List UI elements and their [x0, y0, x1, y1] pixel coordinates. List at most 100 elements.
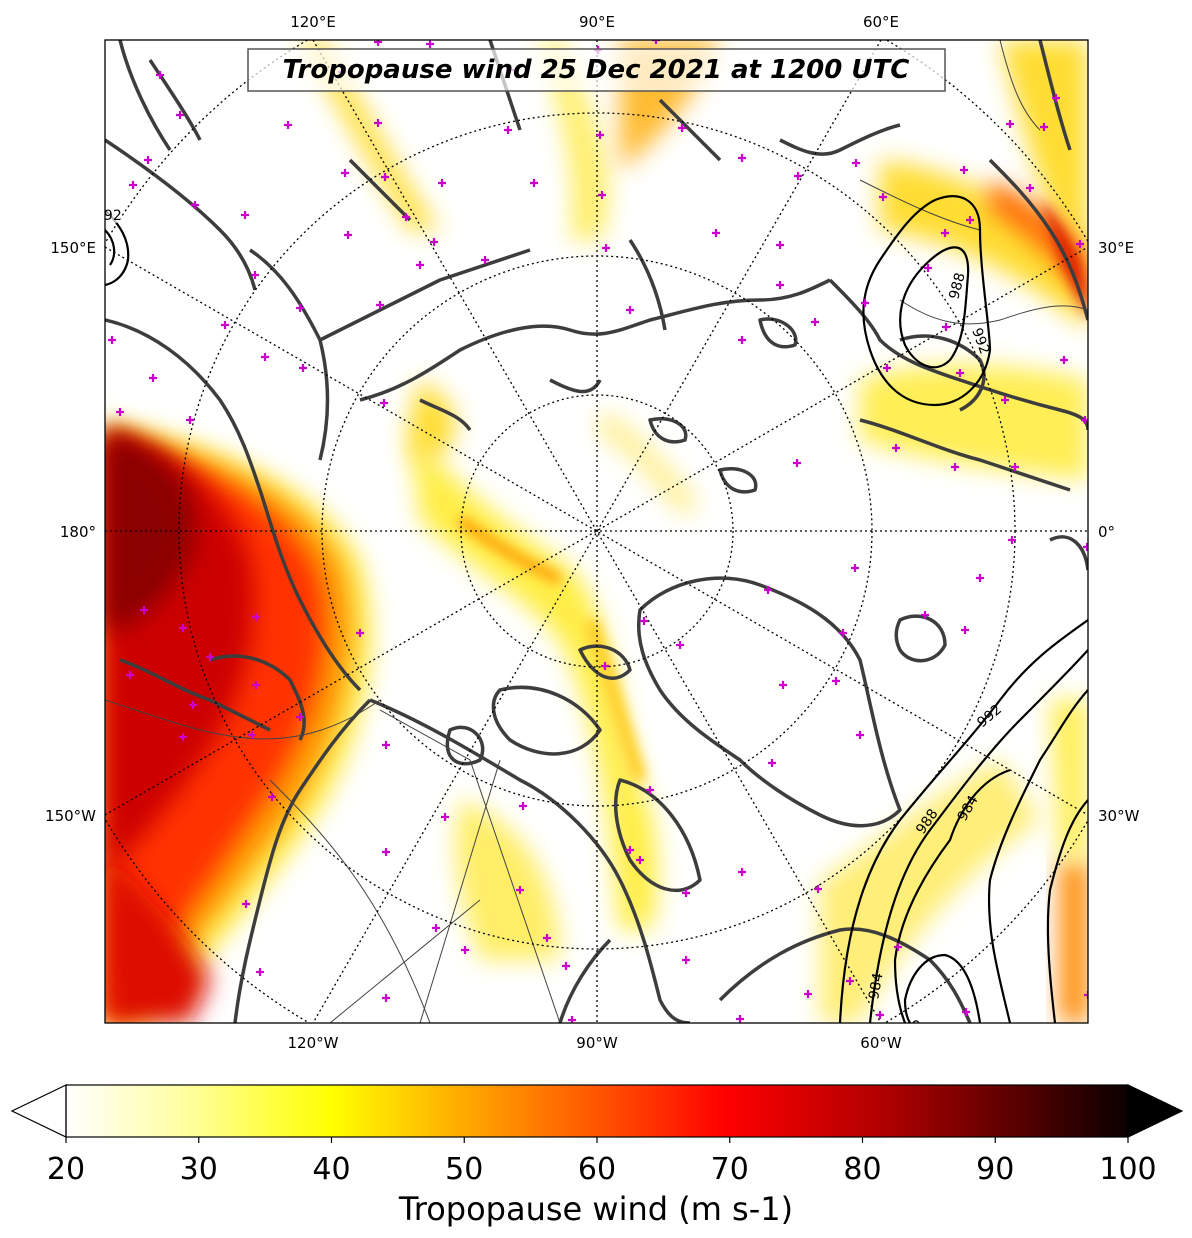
- station-marker: [856, 731, 864, 739]
- station-marker: [640, 617, 648, 625]
- station-marker: [678, 124, 686, 132]
- station-marker: [252, 613, 260, 621]
- label-bottom-90W: 90°W: [576, 1034, 618, 1052]
- station-marker: [248, 731, 256, 739]
- station-marker: [356, 629, 364, 637]
- station-marker: [241, 211, 249, 219]
- station-marker: [804, 990, 812, 998]
- station-marker: [602, 244, 610, 252]
- station-marker: [811, 318, 819, 326]
- station-marker: [284, 121, 292, 129]
- station-marker: [883, 364, 891, 372]
- station-marker: [852, 159, 860, 167]
- station-marker: [1008, 536, 1016, 544]
- station-marker: [832, 677, 840, 685]
- station-marker: [942, 323, 950, 331]
- station-marker: [956, 369, 964, 377]
- pressure-contours: [105, 195, 1088, 1023]
- station-marker: [116, 408, 124, 416]
- station-marker: [839, 629, 847, 637]
- station-marker: [941, 229, 949, 237]
- label-left-180: 180°: [60, 523, 96, 541]
- station-marker: [191, 201, 199, 209]
- colorbar-tick-label: 70: [711, 1152, 749, 1187]
- colorbar-extend-min: [10, 1084, 67, 1138]
- station-marker: [738, 336, 746, 344]
- station-marker: [341, 169, 349, 177]
- station-marker: [374, 40, 382, 46]
- contour-label: 988: [946, 271, 968, 301]
- station-marker: [176, 111, 184, 119]
- station-marker: [516, 886, 524, 894]
- station-marker: [1026, 184, 1034, 192]
- station-marker: [430, 238, 438, 246]
- label-left-150E: 150°E: [50, 239, 96, 257]
- station-marker: [299, 364, 307, 372]
- station-marker: [894, 943, 902, 951]
- coastlines: [105, 40, 1088, 1023]
- station-marker: [481, 256, 489, 264]
- station-marker: [879, 193, 887, 201]
- station-marker: [738, 154, 746, 162]
- station-marker: [738, 868, 746, 876]
- station-marker: [268, 793, 276, 801]
- station-marker: [1083, 543, 1088, 551]
- station-marker: [966, 216, 974, 224]
- station-marker: [1001, 396, 1009, 404]
- station-marker: [108, 336, 116, 344]
- station-marker: [382, 994, 390, 1002]
- contour-label: 984: [866, 972, 886, 1001]
- station-marker: [382, 848, 390, 856]
- station-marker: [921, 611, 929, 619]
- colorbar-tick-label: 40: [312, 1152, 350, 1187]
- station-marker: [652, 40, 660, 44]
- station-marker: [846, 977, 854, 985]
- station-marker: [779, 681, 787, 689]
- station-marker: [676, 641, 684, 649]
- station-marker: [682, 956, 690, 964]
- station-marker: [296, 713, 304, 721]
- station-marker: [504, 126, 512, 134]
- station-marker: [646, 786, 654, 794]
- station-marker: [126, 671, 134, 679]
- colorbar-ticks: 20 30 40 50 60 70 80 90 100: [47, 1137, 1157, 1187]
- colorbar-tick-label: 30: [180, 1152, 218, 1187]
- label-right-30E: 30°E: [1098, 239, 1134, 257]
- station-marker: [382, 741, 390, 749]
- station-marker: [426, 40, 434, 48]
- station-marker: [186, 416, 194, 424]
- borders: [105, 40, 1088, 1023]
- colorbar-extend-max: [1127, 1084, 1184, 1138]
- station-marker: [1011, 463, 1019, 471]
- station-marker: [380, 399, 388, 407]
- station-marker: [598, 191, 606, 199]
- station-marker: [596, 131, 604, 139]
- station-marker: [1052, 94, 1060, 102]
- colorbar-tick-label: 20: [47, 1152, 85, 1187]
- station-marker: [432, 924, 440, 932]
- station-marker: [636, 856, 644, 864]
- station-marker: [381, 173, 389, 181]
- station-marker: [764, 586, 772, 594]
- station-marker: [1060, 356, 1068, 364]
- station-marker: [144, 156, 152, 164]
- colorbar-tick-label: 80: [843, 1152, 881, 1187]
- station-marker: [962, 1008, 970, 1016]
- label-top-90E: 90°E: [579, 13, 615, 31]
- colorbar-gradient: [66, 1085, 1128, 1137]
- station-marker: [776, 281, 784, 289]
- station-marker: [179, 624, 187, 632]
- station-marker: [562, 962, 570, 970]
- station-marker: [206, 653, 214, 661]
- station-marker: [129, 181, 137, 189]
- station-marker: [256, 968, 264, 976]
- station-marker: [189, 701, 197, 709]
- station-marker: [156, 71, 164, 79]
- station-marker: [1084, 991, 1088, 999]
- station-marker: [416, 261, 424, 269]
- colorbar: 20 30 40 50 60 70 80 90 100 Tropopause wind (m s…: [10, 1084, 1184, 1228]
- station-marker: [530, 179, 538, 187]
- station-marker: [252, 681, 260, 689]
- station-marker: [1076, 240, 1084, 248]
- station-marker: [712, 229, 720, 237]
